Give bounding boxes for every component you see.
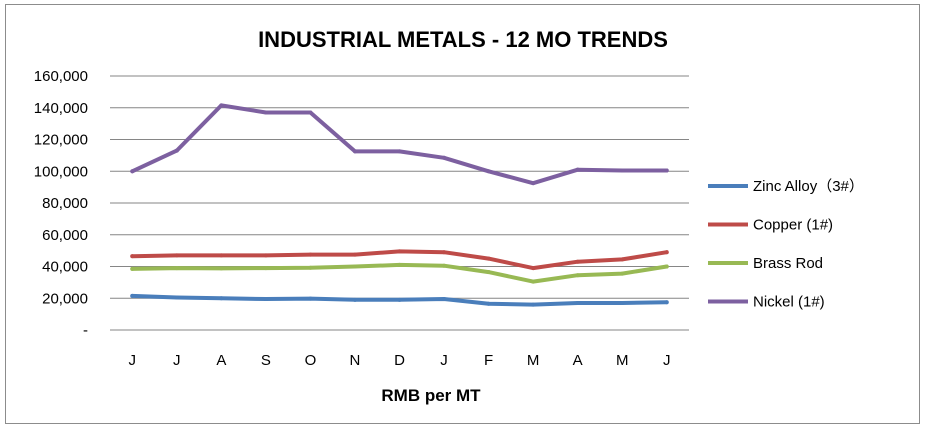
data-point-nickel-1: [263, 110, 268, 115]
y-tick-label: 60,000: [42, 227, 88, 244]
data-point-zinc-alloy-3: [664, 300, 669, 305]
data-point-zinc-alloy-3: [263, 297, 268, 302]
data-point-copper-1: [442, 250, 447, 255]
chart-frame: INDUSTRIAL METALS - 12 MO TRENDS - 20,000…: [5, 4, 920, 424]
x-tick-label: J: [663, 352, 671, 369]
line-chart: INDUSTRIAL METALS - 12 MO TRENDS - 20,000…: [34, 27, 864, 405]
data-point-brass-rod: [531, 279, 536, 284]
data-point-copper-1: [575, 259, 580, 264]
x-tick-label: A: [216, 352, 226, 369]
data-point-copper-1: [397, 249, 402, 254]
legend-label: Nickel (1#): [753, 294, 825, 311]
data-point-nickel-1: [130, 169, 135, 174]
data-point-brass-rod: [664, 264, 669, 269]
data-point-nickel-1: [352, 149, 357, 154]
data-point-zinc-alloy-3: [219, 296, 224, 301]
data-point-copper-1: [664, 250, 669, 255]
data-point-nickel-1: [620, 168, 625, 173]
series-line-brass-rod: [130, 262, 669, 284]
data-point-copper-1: [308, 252, 313, 257]
data-point-brass-rod: [620, 271, 625, 276]
x-tick-label: F: [484, 352, 493, 369]
data-point-brass-rod: [442, 263, 447, 268]
data-point-nickel-1: [531, 181, 536, 186]
data-point-nickel-1: [442, 155, 447, 160]
data-point-brass-rod: [575, 273, 580, 278]
x-tick-label: A: [573, 352, 583, 369]
data-point-zinc-alloy-3: [575, 301, 580, 306]
legend-label: Zinc Alloy（3#）: [753, 178, 864, 195]
x-tick-label: D: [394, 352, 405, 369]
data-point-nickel-1: [174, 148, 179, 153]
data-point-zinc-alloy-3: [486, 301, 491, 306]
data-point-zinc-alloy-3: [308, 296, 313, 301]
x-tick-label: S: [261, 352, 271, 369]
y-tick-label: 120,000: [34, 132, 88, 149]
data-point-nickel-1: [397, 149, 402, 154]
x-axis-label: RMB per MT: [381, 386, 481, 405]
data-point-copper-1: [531, 266, 536, 271]
data-point-nickel-1: [664, 168, 669, 173]
data-point-copper-1: [352, 252, 357, 257]
y-tick-label: 140,000: [34, 100, 88, 117]
data-point-brass-rod: [352, 264, 357, 269]
legend-label: Copper (1#): [753, 217, 833, 234]
data-point-zinc-alloy-3: [531, 302, 536, 307]
data-point-brass-rod: [130, 266, 135, 271]
x-tick-label: M: [616, 352, 629, 369]
data-point-copper-1: [174, 253, 179, 258]
x-tick-label: M: [527, 352, 540, 369]
data-point-zinc-alloy-3: [174, 295, 179, 300]
y-tick-label: 100,000: [34, 163, 88, 180]
data-point-copper-1: [219, 253, 224, 258]
y-axis-tick-labels: - 20,000 40,000 60,000 80,000 100,000 120,000 1…: [34, 68, 88, 339]
data-point-nickel-1: [575, 167, 580, 172]
data-point-zinc-alloy-3: [130, 293, 135, 298]
series-lines: [130, 103, 669, 307]
data-point-brass-rod: [219, 266, 224, 271]
data-point-zinc-alloy-3: [442, 297, 447, 302]
data-point-brass-rod: [486, 270, 491, 275]
data-point-brass-rod: [174, 266, 179, 271]
data-point-zinc-alloy-3: [352, 297, 357, 302]
data-point-nickel-1: [308, 110, 313, 115]
y-tick-label: 20,000: [42, 290, 88, 307]
data-point-copper-1: [486, 256, 491, 261]
y-tick-label: 80,000: [42, 195, 88, 212]
chart-title: INDUSTRIAL METALS - 12 MO TRENDS: [258, 27, 668, 52]
x-tick-label: N: [350, 352, 361, 369]
data-point-zinc-alloy-3: [620, 301, 625, 306]
data-point-brass-rod: [308, 265, 313, 270]
data-point-copper-1: [130, 254, 135, 259]
x-tick-label: J: [129, 352, 137, 369]
y-tick-label: 160,000: [34, 68, 88, 85]
data-point-brass-rod: [263, 266, 268, 271]
x-tick-label: J: [173, 352, 181, 369]
data-point-brass-rod: [397, 262, 402, 267]
legend-label: Brass Rod: [753, 255, 823, 272]
data-point-nickel-1: [486, 169, 491, 174]
y-tick-label: 40,000: [42, 259, 88, 276]
data-point-nickel-1: [219, 103, 224, 108]
x-tick-label: J: [440, 352, 448, 369]
x-tick-label: O: [305, 352, 317, 369]
data-point-copper-1: [263, 253, 268, 258]
data-point-zinc-alloy-3: [397, 297, 402, 302]
gridlines: [110, 75, 689, 331]
y-tick-label: -: [83, 322, 88, 339]
legend: Zinc Alloy（3#） Copper (1#) Brass Rod Nickel…: [708, 178, 864, 311]
data-point-copper-1: [620, 257, 625, 262]
